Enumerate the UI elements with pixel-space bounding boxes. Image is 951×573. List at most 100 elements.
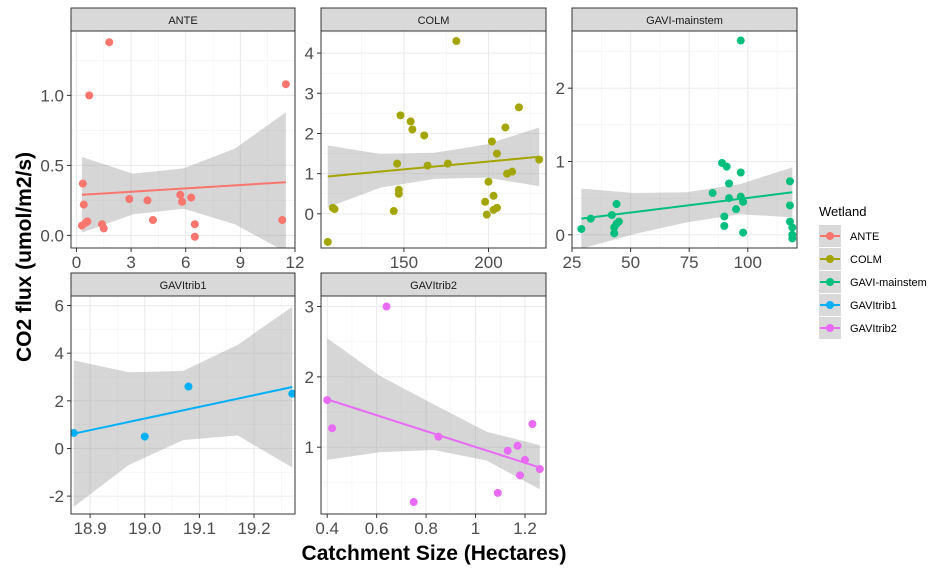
confidence-band (81, 112, 286, 248)
panel-ante: ANTE 0 3 6 9 12 0.0 0.5 1.0 (40, 7, 304, 272)
legend-point (826, 278, 834, 286)
data-point (508, 167, 517, 176)
facet-label: ANTE (168, 15, 197, 27)
data-point (443, 159, 452, 168)
plot-area (71, 31, 295, 248)
y-axis-title: CO2 flux (umol/m2/s) (13, 152, 36, 362)
legend-point (826, 232, 834, 240)
y-tick-label: 3 (305, 84, 314, 103)
x-tick-label: 75 (680, 253, 699, 272)
confidence-band (581, 167, 793, 248)
data-point (190, 220, 199, 229)
panel-border (320, 30, 547, 249)
data-point (788, 223, 797, 232)
fit-line (73, 386, 293, 435)
x-tick-label: 19.1 (183, 519, 216, 538)
x-tick-label: 18.9 (74, 519, 107, 538)
y-tick-label: 2 (55, 392, 64, 411)
x-axis-title: Catchment Size (Hectares) (302, 542, 567, 565)
data-point (178, 197, 187, 206)
panel-border (70, 295, 296, 515)
data-point (143, 196, 152, 205)
data-point (396, 111, 405, 120)
y-tick-label: 2 (305, 368, 314, 387)
legend-label: GAVI-mainstem (850, 277, 927, 289)
x-tick-label: 50 (621, 253, 640, 272)
data-point (614, 217, 623, 226)
x-tick-label: 0.8 (414, 519, 438, 538)
y-tick-label: 0.0 (40, 226, 64, 245)
x-tick-label: 25 (563, 253, 582, 272)
x-tick-label: 100 (734, 253, 762, 272)
fit-line (81, 181, 286, 196)
data-point (492, 203, 501, 212)
data-point (516, 471, 525, 480)
legend-title: Wetland (819, 204, 866, 219)
data-point (78, 179, 87, 188)
data-point (288, 389, 295, 398)
panel-background (71, 296, 295, 514)
data-point (492, 149, 501, 158)
x-tick-label: 0.6 (365, 519, 389, 538)
data-point (732, 205, 741, 214)
panel-background (321, 296, 546, 514)
data-point (788, 234, 797, 243)
x-tick-label: 150 (390, 253, 418, 272)
data-point (323, 237, 332, 246)
data-point (501, 123, 510, 132)
legend-point (826, 301, 834, 309)
panel-border (320, 295, 547, 515)
data-point (489, 191, 498, 200)
y-tick-label: 1 (556, 152, 565, 171)
data-point (725, 194, 734, 203)
data-point (708, 189, 717, 198)
fit-line (581, 191, 793, 220)
panel-colm: COLM 150 200 0 1 2 3 4 (305, 7, 547, 272)
y-tick-label: 2 (305, 124, 314, 143)
panel-gavitrib1: GAVItrib1 18.9 19.0 19.1 19.2 -2 0 2 4 6 (49, 272, 296, 538)
x-tick-label: 19.2 (237, 519, 270, 538)
data-point (452, 37, 461, 46)
y-tick-label: 1.0 (40, 86, 64, 105)
data-point (382, 302, 391, 311)
legend-entry: ANTE (819, 225, 879, 247)
data-point (484, 177, 493, 186)
data-point (420, 131, 429, 140)
data-point (408, 125, 417, 134)
data-point (394, 189, 403, 198)
y-tick-label: 0 (305, 205, 314, 224)
data-point (610, 229, 619, 238)
y-tick-label: 1 (305, 438, 314, 457)
data-point (739, 197, 748, 206)
plot-area (321, 296, 546, 514)
plot-area (71, 296, 295, 514)
panel-border (571, 30, 798, 249)
panel-gavitrib2: GAVItrib2 0.4 0.6 0.8 1 1.2 1 2 3 (305, 272, 547, 538)
legend-label: GAVItrib1 (850, 300, 897, 312)
data-point (423, 161, 432, 170)
data-point (577, 224, 586, 233)
y-tick-label: 3 (305, 298, 314, 317)
data-point (513, 441, 522, 450)
data-point (323, 396, 332, 405)
legend-entry: GAVItrib1 (819, 294, 897, 316)
x-tick-label: 0.4 (315, 519, 339, 538)
data-point (176, 190, 185, 199)
data-point (389, 207, 398, 216)
data-point (409, 498, 418, 507)
data-point (434, 432, 443, 441)
y-tick-label: 4 (305, 44, 314, 63)
data-point (99, 224, 108, 233)
legend-point (826, 324, 834, 332)
data-point (736, 36, 745, 45)
data-point (720, 212, 729, 221)
facet-label: GAVItrib2 (410, 280, 457, 292)
data-point (281, 80, 290, 89)
data-point (83, 217, 92, 226)
legend-label: COLM (850, 254, 882, 266)
data-point (278, 216, 287, 224)
x-tick-label: 6 (181, 253, 190, 272)
facet-label: GAVItrib1 (160, 280, 207, 292)
legend-point (826, 255, 834, 263)
